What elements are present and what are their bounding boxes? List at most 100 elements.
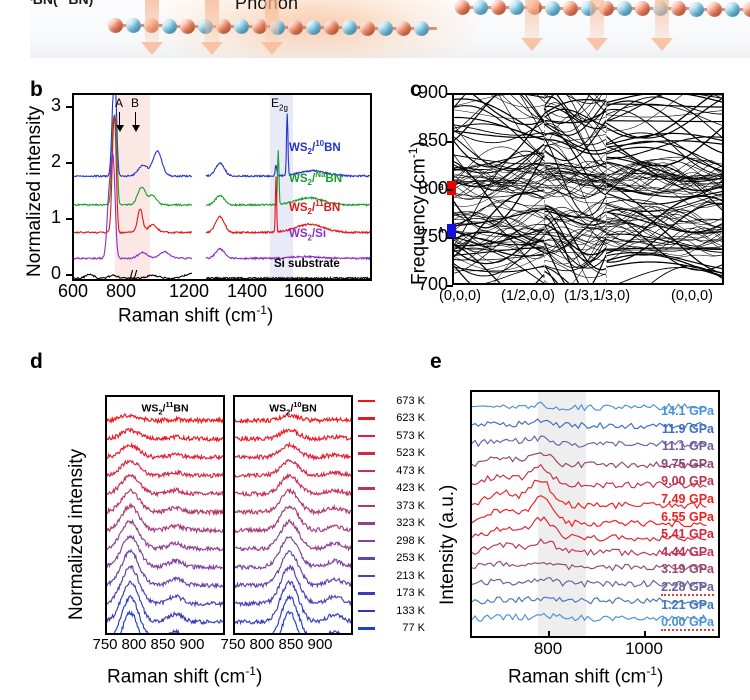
- atom-bond: [534, 6, 550, 10]
- panel-d-xtick-label: 750: [92, 636, 118, 653]
- panel-d-xtick-label: 850: [150, 636, 176, 653]
- panel-d-legend-item[interactable]: 523 K: [358, 445, 438, 463]
- atom-bond: [241, 25, 257, 29]
- panel-e-trace-label: 9.75 GPa: [661, 456, 714, 471]
- panel-d-plot-11bn[interactable]: WS2/11BN: [105, 395, 225, 635]
- phonon-band: [454, 228, 545, 265]
- phonon-band: [510, 95, 545, 123]
- phonon-band: [454, 165, 722, 187]
- panel-d-curve: [113, 594, 184, 633]
- panel-e-curve: [472, 435, 707, 448]
- panel-b-curves: [74, 95, 370, 279]
- phonon-band: [472, 95, 545, 126]
- panel-d-xtick-label: 850: [278, 636, 304, 653]
- panel-e-curve: [472, 463, 707, 489]
- panel-b-curve: [206, 275, 370, 279]
- phonon-band: [454, 209, 722, 231]
- atom-bond: [133, 24, 149, 28]
- panel-d-legend-item[interactable]: 423 K: [358, 480, 438, 498]
- panel-b-plot[interactable]: A B E2g WS2/10BN WS2/NaBN WS2/11BN WS2/S…: [72, 93, 372, 281]
- panel-d-legend-item[interactable]: 673 K: [358, 392, 438, 410]
- phonon-band: [454, 238, 722, 259]
- phonon-band: [543, 227, 607, 283]
- phonon-band: [454, 146, 545, 184]
- panel-d-plot-10bn[interactable]: WS2/10BN: [233, 395, 353, 635]
- legend-color-swatch: [358, 539, 375, 542]
- panel-d-legend-item[interactable]: 77 K: [358, 620, 438, 638]
- boron-atom: [324, 20, 339, 36]
- panel-c-ytick-label: 750: [417, 226, 449, 246]
- phonon-band: [544, 210, 607, 226]
- phonon-band: [606, 120, 722, 123]
- panel-b-xlabel: Raman shift (cm-1): [118, 303, 274, 327]
- panel-e-curve: [472, 479, 707, 510]
- phonon-band: [525, 95, 545, 122]
- phonon-band: [543, 119, 607, 149]
- panel-c-ytick-mark: [446, 93, 453, 95]
- panel-d-legend-item[interactable]: 298 K: [358, 532, 438, 550]
- phonon-band: [543, 266, 570, 283]
- panel-b-curve: [74, 152, 193, 261]
- phonon-band: [454, 177, 722, 199]
- panel-d-curve: [107, 564, 223, 608]
- phonon-band: [605, 95, 683, 132]
- panel-e-curve: [472, 418, 707, 430]
- panel-d-legend-item[interactable]: 133 K: [358, 602, 438, 620]
- panel-d-legend-item[interactable]: 623 K: [358, 410, 438, 428]
- panel-d-legend-item[interactable]: 573 K: [358, 427, 438, 445]
- phonon-arrow-shaft: [265, 0, 279, 42]
- panel-e-curve: [472, 560, 707, 572]
- panel-e-plot[interactable]: 14.1 GPa 11.9 GPa 11.1 GPa 9.75 GPa 9.00 GPa…: [470, 390, 720, 638]
- boron-atom: [455, 0, 470, 15]
- panel-d-legend-item[interactable]: 173 K: [358, 585, 438, 603]
- boron-atom: [491, 0, 506, 16]
- panel-d-legend-item[interactable]: 473 K: [358, 462, 438, 480]
- panel-d-legend-item[interactable]: 213 K: [358, 567, 438, 585]
- nitrogen-atom: [378, 20, 393, 36]
- panel-d-curve: [235, 504, 351, 534]
- panel-b-marker-b-label: B: [131, 96, 140, 110]
- panel-c-plot[interactable]: [452, 93, 724, 285]
- panel-e-xtick-mark: [548, 631, 550, 638]
- atom-bond: [480, 6, 496, 10]
- phonon-arrow-shaft: [205, 0, 219, 42]
- phonon-band: [565, 95, 607, 104]
- atom-bond: [732, 7, 748, 11]
- panel-d-curve: [235, 472, 351, 498]
- panel-c-ytick-label: 700: [417, 274, 449, 294]
- panel-d-curve: [107, 534, 223, 571]
- phonon-band: [605, 208, 722, 274]
- phonon-band: [605, 108, 722, 176]
- phonon-band: [543, 224, 607, 269]
- panel-d-legend-item[interactable]: 373 K: [358, 497, 438, 515]
- panel-d-legend-item[interactable]: 253 K: [358, 550, 438, 568]
- legend-label: 298 K: [396, 534, 425, 547]
- boron-atom: [216, 19, 231, 35]
- panel-e-curve: [472, 577, 707, 588]
- boron-atom: [360, 20, 375, 36]
- panel-b-e2g-label: E2g: [271, 96, 288, 113]
- phonon-band: [454, 95, 545, 124]
- panel-b-curve: [205, 247, 370, 261]
- panel-e-xtick-label: 1000: [625, 639, 663, 658]
- phonon-band: [605, 238, 722, 252]
- phonon-band: [605, 140, 722, 148]
- phonon-band: [454, 208, 545, 227]
- atom-bond: [570, 6, 586, 10]
- phonon-arrow-shaft: [590, 0, 604, 38]
- panel-d-legend[interactable]: 673 K 623 K 573 K 523 K 473 K 423 K 373 K 323 K…: [358, 392, 438, 637]
- panel-c-marker-b: B: [438, 181, 456, 195]
- panel-d-legend-item[interactable]: 323 K: [358, 515, 438, 533]
- legend-color-swatch: [358, 574, 375, 577]
- legend-label: 173 K: [396, 587, 425, 600]
- phonon-band: [536, 95, 545, 102]
- phonon-band: [454, 161, 722, 183]
- panel-d-curve: [235, 564, 351, 608]
- phonon-band: [556, 95, 607, 123]
- legend-label: 423 K: [396, 482, 425, 495]
- phonon-arrow-shaft: [525, 0, 539, 38]
- phonon-band: [543, 100, 607, 136]
- panel-d-curve: [235, 427, 351, 443]
- phonon-band: [454, 169, 722, 191]
- boron-atom: [671, 1, 686, 17]
